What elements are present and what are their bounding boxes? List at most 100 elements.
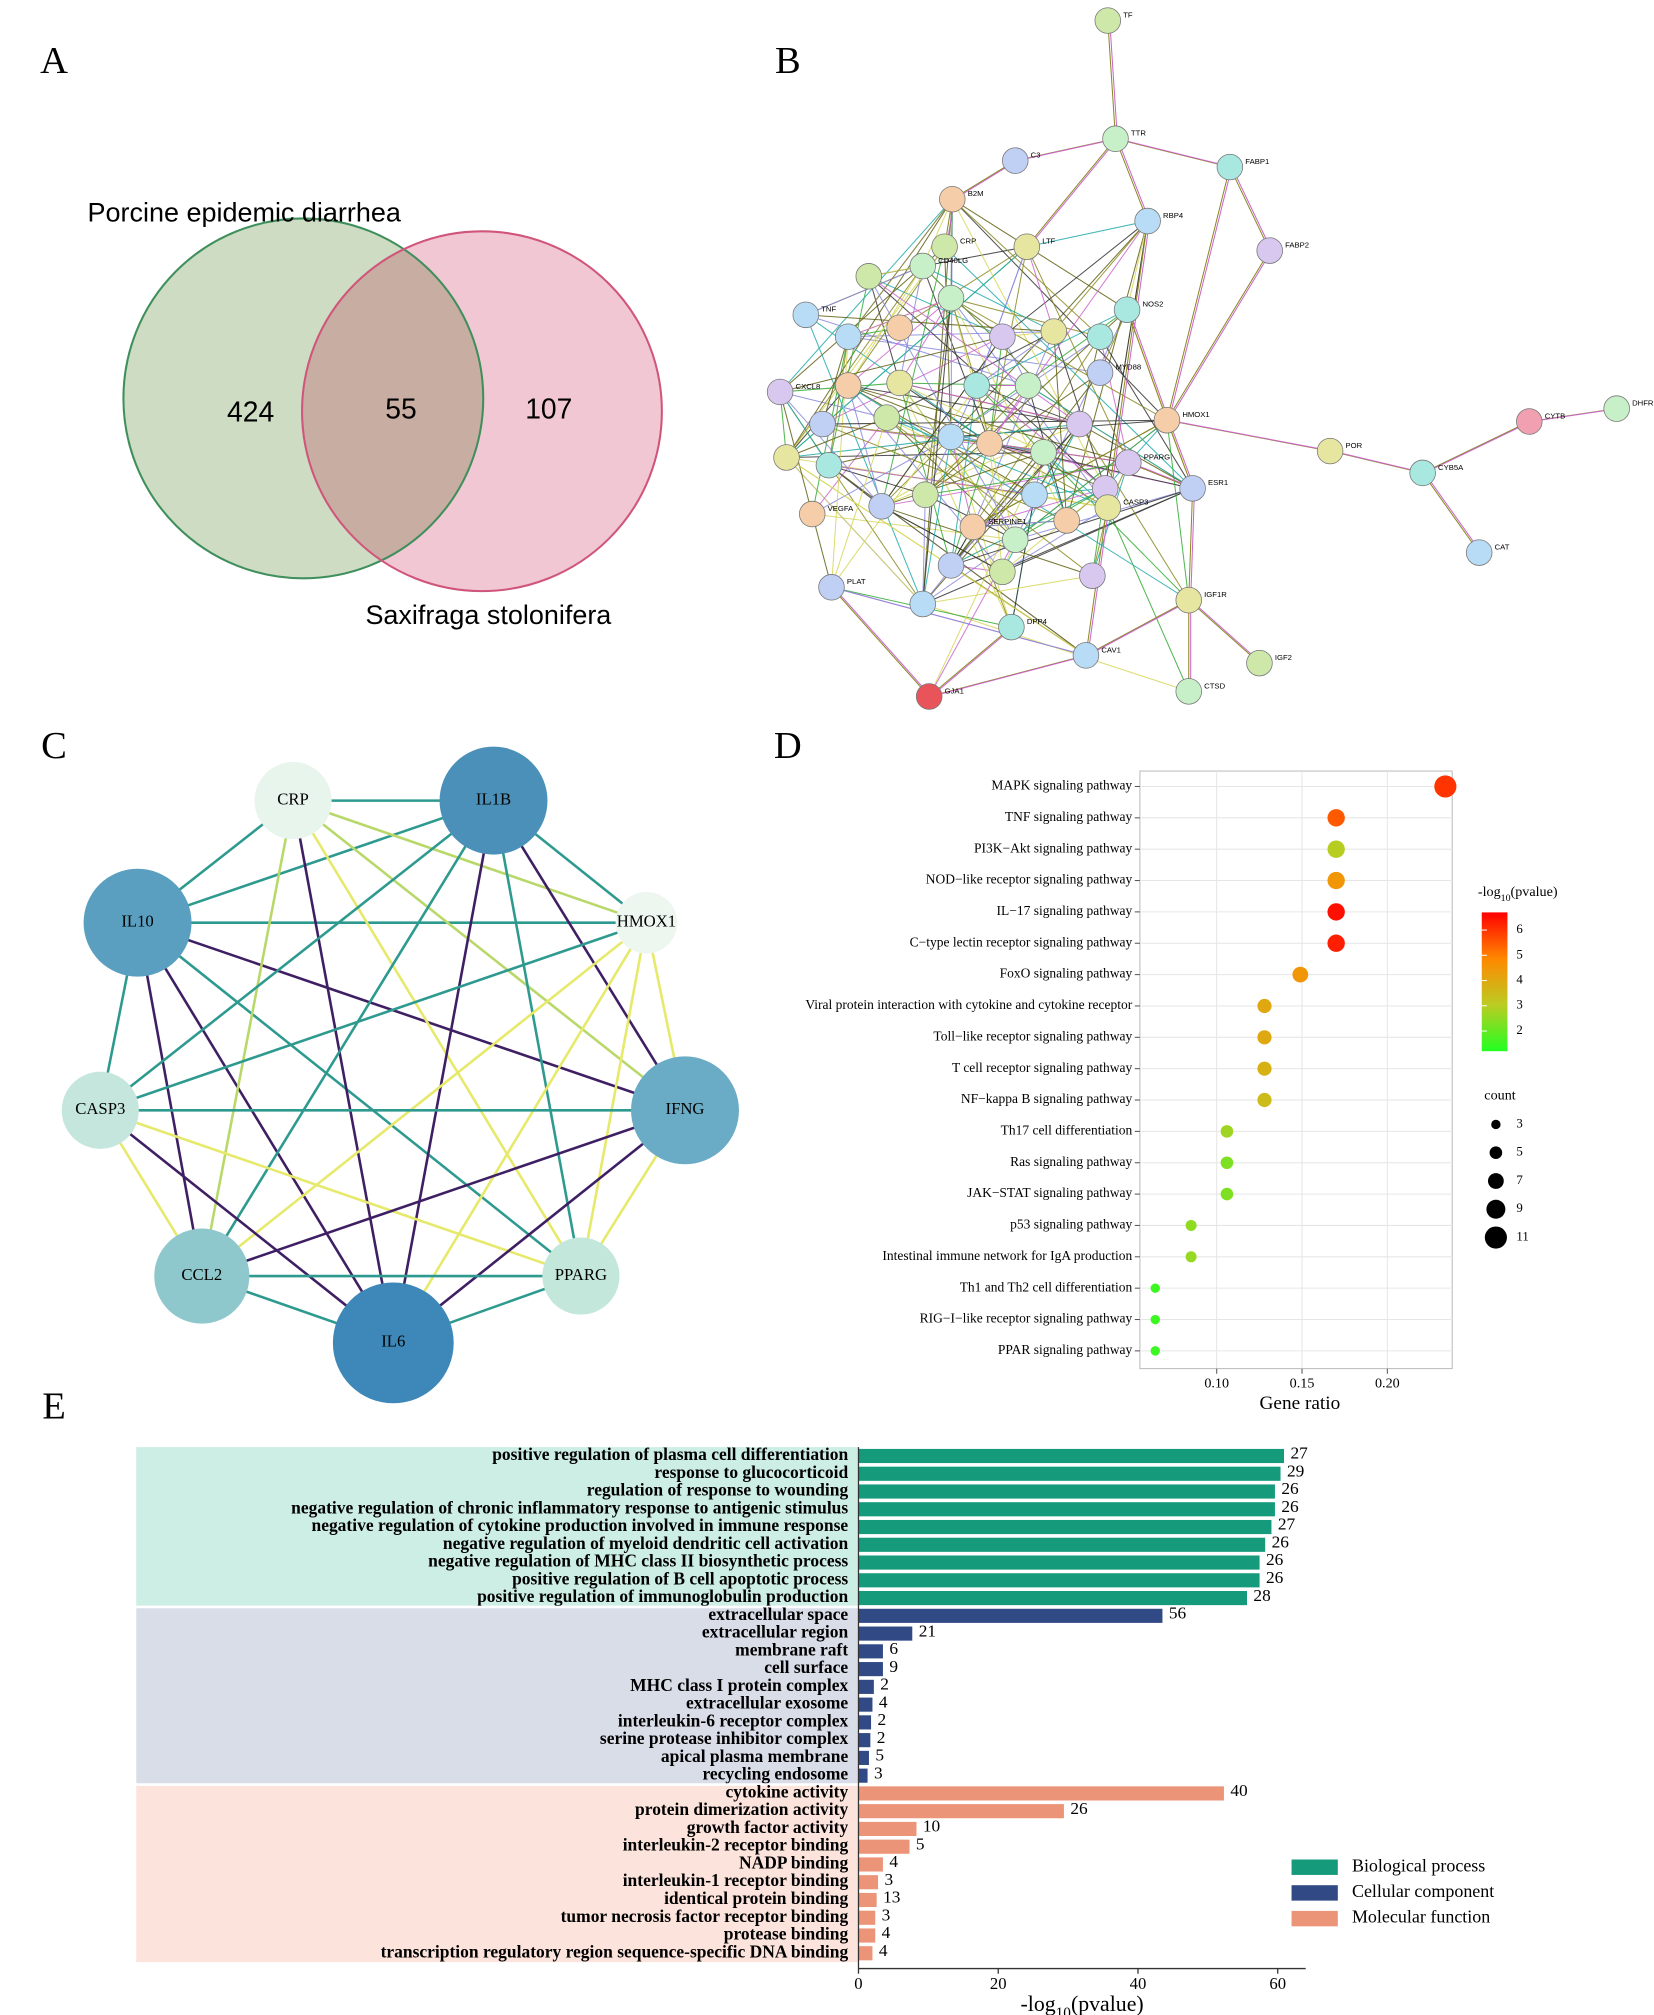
network-edge [392, 800, 495, 1344]
bar [858, 1857, 883, 1872]
network-node [937, 284, 965, 312]
network-node [868, 493, 895, 520]
bar [858, 1804, 1064, 1819]
category-label: negative regulation of myeloid dendritic… [443, 1533, 849, 1553]
network-node [1086, 323, 1114, 350]
network-edge [99, 799, 495, 1112]
network-edge [831, 586, 1087, 656]
node-label: CAT [1495, 542, 1510, 551]
panel-letter: A [40, 40, 68, 82]
y-tick-label: FoxO signaling pathway [1000, 966, 1133, 981]
network-edge [922, 298, 952, 605]
network-node [915, 683, 943, 710]
count-label: 26 [1272, 1532, 1290, 1551]
panel-letter: B [775, 40, 801, 82]
network-node [1216, 153, 1244, 181]
colorbar-title-part: 10 [1501, 893, 1511, 904]
network-node [1603, 395, 1630, 422]
node-label: LTF [1042, 237, 1055, 246]
network-node [989, 323, 1016, 350]
network-edge [1188, 599, 1260, 664]
network-edge [886, 417, 1108, 509]
network-node [61, 1071, 139, 1149]
dot [1257, 998, 1272, 1014]
network-edge [136, 922, 204, 1277]
network-edge [1109, 20, 1118, 139]
network-node [912, 481, 939, 508]
node-label: GJA1 [945, 686, 964, 695]
bar [858, 1910, 876, 1925]
network-edge [1168, 166, 1233, 421]
node-label: CAV1 [1101, 645, 1121, 654]
network-edge [786, 457, 1087, 656]
bar [858, 1537, 1266, 1552]
category-label: serine protease inhibitor complex [600, 1728, 849, 1748]
network-node [834, 323, 862, 350]
category-label: identical protein binding [664, 1888, 848, 1908]
network-edge [881, 436, 952, 507]
y-tick-label: PPAR signaling pathway [998, 1342, 1133, 1357]
network-edge [1166, 250, 1271, 421]
count-label: 28 [1253, 1586, 1270, 1605]
bar [858, 1626, 913, 1641]
network-node [1409, 459, 1436, 487]
network-edge [828, 336, 849, 466]
network-edge [1424, 472, 1482, 553]
y-tick-label: p53 signaling pathway [1010, 1217, 1132, 1232]
x-tick-label: 0.15 [1290, 1375, 1315, 1391]
network-node [809, 410, 836, 438]
count-label: 27 [1290, 1444, 1308, 1463]
network-edge [881, 336, 1003, 507]
node-label: CYTB [1545, 411, 1566, 420]
node-label: TTR [1131, 129, 1146, 138]
network-edge [930, 654, 1089, 698]
network-edge [1053, 331, 1106, 489]
colorbar [1481, 912, 1508, 1052]
count-label: 13 [883, 1888, 900, 1907]
count-label: 10 [923, 1817, 940, 1836]
network-node [937, 423, 965, 451]
network-node [1030, 439, 1057, 466]
node-label: TF [1123, 10, 1133, 19]
panel-letter: C [41, 725, 67, 767]
bar [858, 1733, 871, 1748]
category-label: protein dimerization activity [635, 1799, 848, 1819]
network-node [931, 233, 958, 260]
network-node [976, 430, 1003, 457]
node-label: HMOX1 [1182, 410, 1209, 419]
count-label: 3 [884, 1870, 893, 1889]
bar [858, 1928, 876, 1943]
network-edge [924, 385, 1029, 496]
node-label: SERPINE1 [988, 517, 1026, 526]
category-label: apical plasma membrane [661, 1746, 849, 1766]
node-label: IFNG [666, 1099, 705, 1118]
x-axis-label: Gene ratio [1260, 1393, 1341, 1414]
y-tick-label: T cell receptor signaling pathway [952, 1060, 1132, 1075]
network-edge [989, 443, 1003, 572]
x-tick-label: 0 [854, 1974, 862, 1993]
dot [1292, 966, 1309, 983]
network-edge [1168, 250, 1273, 421]
network-node [83, 868, 192, 977]
network-edge [1053, 331, 1068, 521]
dot [1327, 840, 1345, 858]
network-edge [779, 391, 832, 588]
bar [858, 1484, 1275, 1499]
network-edge [1190, 488, 1196, 601]
network-edge [847, 198, 953, 338]
count-label: 27 [1278, 1515, 1296, 1534]
network-node [1465, 539, 1493, 566]
network-node [959, 513, 987, 541]
category-label: interleukin-2 receptor binding [623, 1835, 849, 1855]
category-label: positive regulation of immunoglobulin pr… [477, 1586, 848, 1606]
network-edge [922, 494, 926, 604]
bar [858, 1608, 1163, 1623]
network-edge [201, 1109, 686, 1278]
category-label: extracellular space [708, 1604, 848, 1624]
venn-count: 107 [525, 393, 572, 425]
node-label: TNF [821, 305, 836, 314]
network-edge [137, 921, 686, 1112]
network-node [1102, 125, 1129, 153]
network-edge [930, 626, 1014, 697]
count-label: 4 [882, 1923, 891, 1942]
